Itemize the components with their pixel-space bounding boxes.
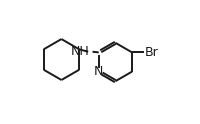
Text: N: N (94, 65, 103, 78)
Text: Br: Br (144, 46, 158, 59)
Text: NH: NH (70, 45, 89, 58)
